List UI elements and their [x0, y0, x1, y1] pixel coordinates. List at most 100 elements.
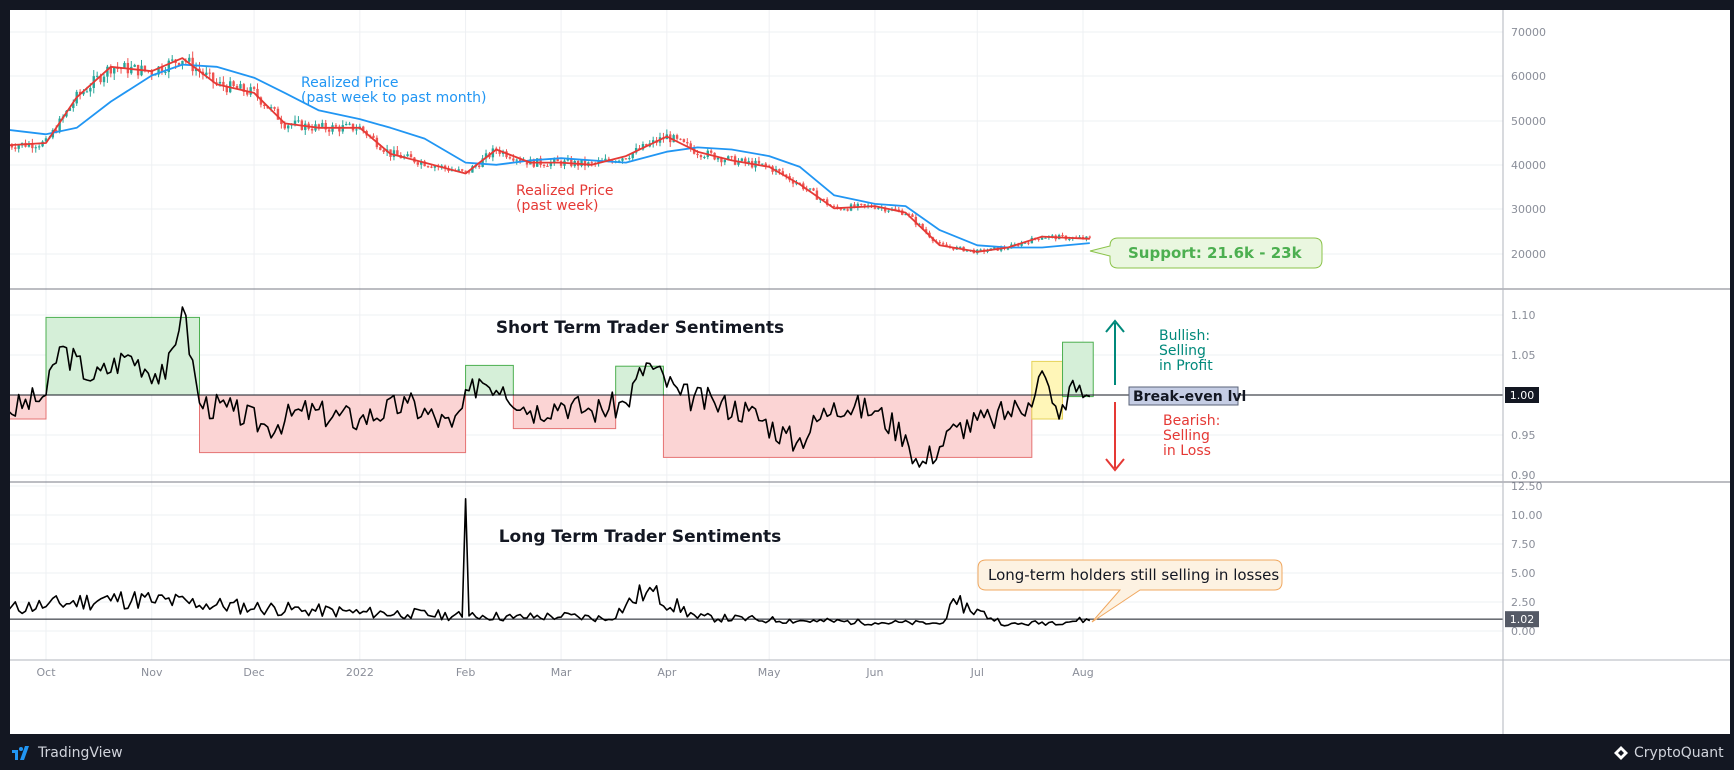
sentiment-boxes [7, 316, 1094, 458]
candle-body [242, 84, 246, 92]
candle-body [1020, 242, 1023, 246]
candle-body [37, 146, 41, 148]
candle-body [580, 160, 583, 166]
y-tick-label: 0.90 [1511, 469, 1536, 482]
sentiment-box-red [199, 394, 467, 454]
y-tick-label: 60000 [1511, 70, 1546, 83]
candle-body [157, 66, 160, 75]
long-term-callout-text: Long-term holders still selling in losse… [988, 566, 1279, 584]
candle-body [686, 142, 689, 144]
y-tick-label: 0.95 [1511, 429, 1536, 442]
candle-body [167, 60, 171, 73]
long-term-sentiment-line [7, 497, 1091, 627]
red-line-label: Realized Price [516, 183, 614, 199]
candle-body [757, 160, 761, 164]
candle-body [379, 147, 382, 150]
candle-body [362, 126, 365, 132]
candle-body [628, 158, 631, 160]
candle-body [321, 122, 324, 127]
candle-body [143, 65, 147, 71]
candle-body [1037, 238, 1040, 240]
candle-body [239, 84, 242, 89]
candle-body [832, 205, 836, 207]
candle-body [651, 140, 655, 144]
candle-body [188, 57, 191, 62]
candle-body [17, 145, 20, 149]
candle-body [481, 158, 484, 168]
candle-body [457, 169, 460, 171]
long-term-title: Long Term Trader Sentiments [499, 527, 782, 547]
y-tick-label: 1.05 [1511, 349, 1536, 362]
candle-body [426, 166, 430, 168]
x-tick-label: Nov [141, 666, 163, 679]
candle-body [225, 86, 228, 93]
long-term-value-tag [1505, 611, 1539, 628]
candle-body [181, 60, 184, 66]
candle-body [215, 82, 218, 84]
candle-body [542, 164, 546, 166]
x-tick-label: May [758, 666, 781, 679]
current-value-tag [1505, 387, 1539, 403]
candle-body [815, 190, 819, 200]
candle-body [822, 198, 825, 200]
candle-body [785, 174, 788, 177]
tradingview-brand[interactable]: TradingView [12, 736, 123, 770]
x-tick-label: Dec [243, 666, 264, 679]
candle-body [791, 180, 795, 184]
candle-body [918, 223, 921, 225]
candle-body [440, 165, 443, 167]
candle-body [556, 158, 559, 162]
candle-body [945, 244, 948, 247]
realized-price-week-line [8, 57, 1090, 253]
candle-body [843, 209, 846, 211]
candle-body [99, 75, 102, 83]
bearish-label: Selling [1163, 428, 1210, 444]
candle-body [689, 143, 692, 149]
x-tick-label: Jun [865, 666, 883, 679]
candle-body [95, 75, 99, 77]
candle-body [443, 165, 447, 169]
candle-body [894, 208, 897, 210]
cryptoquant-logo-icon [1614, 746, 1628, 760]
candle-body [747, 161, 750, 163]
candle-body [621, 158, 624, 161]
candle-body [102, 76, 106, 83]
candle-body [10, 145, 14, 148]
candle-body [549, 162, 553, 167]
candle-body [941, 243, 945, 245]
candle-body [709, 150, 713, 153]
candle-body [911, 214, 914, 217]
y-tick-label: 7.50 [1511, 538, 1536, 551]
candle-body [283, 124, 286, 129]
candle-body [856, 203, 860, 208]
candle-body [1061, 234, 1064, 236]
candle-body [286, 125, 290, 129]
candle-body [68, 108, 72, 111]
current-value-text: 1.00 [1510, 389, 1535, 402]
candle-body [730, 156, 733, 158]
candle-body [89, 87, 92, 92]
candle-body [781, 171, 785, 175]
candle-body [958, 246, 962, 248]
candle-body [31, 143, 34, 149]
candle-body [232, 81, 235, 86]
candle-body [778, 169, 781, 172]
candle-body [249, 87, 252, 95]
candle-body [259, 97, 263, 105]
candle-body [631, 152, 634, 159]
cryptoquant-brand[interactable]: CryptoQuant [1614, 736, 1724, 770]
y-tick-label: 20000 [1511, 248, 1546, 261]
grid-lines [10, 10, 1503, 660]
candle-body [597, 160, 600, 164]
candle-body [645, 144, 648, 147]
bearish-arrow-head [1105, 458, 1125, 472]
candle-body [914, 216, 918, 225]
candle-body [27, 143, 31, 147]
y-tick-label: 50000 [1511, 115, 1546, 128]
candle-body [273, 107, 276, 109]
candle-body [740, 158, 744, 161]
candle-body [297, 120, 300, 122]
candle-body [34, 147, 37, 149]
candle-body [171, 59, 174, 61]
candle-body [921, 223, 924, 230]
